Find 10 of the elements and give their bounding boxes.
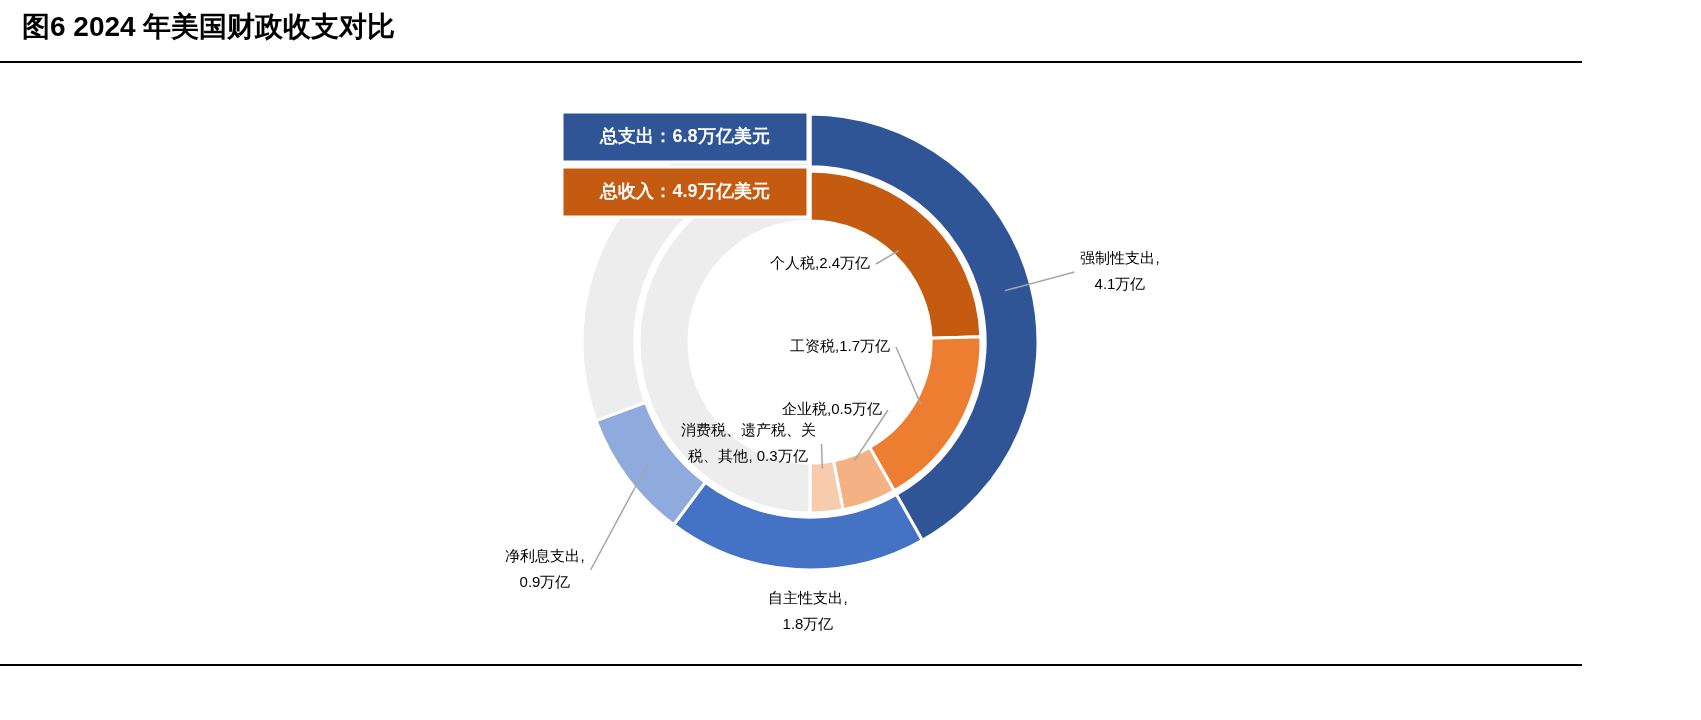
slice-label: 总支出：6.8万亿美元 bbox=[599, 125, 770, 146]
slice-label: 企业税,0.5万亿 bbox=[781, 400, 883, 418]
slice-label: 总收入：4.9万亿美元 bbox=[599, 180, 770, 201]
slice-label: 强制性支出,4.1万亿 bbox=[1080, 249, 1160, 293]
slice-label: 净利息支出,0.9万亿 bbox=[505, 547, 585, 591]
text: 图6 2024 年美国财政收支对比 bbox=[22, 10, 396, 44]
slice-label: 消费税、遗产税、关税、其他, 0.3万亿 bbox=[680, 421, 816, 465]
slice-label: 工资税,1.7万亿 bbox=[789, 337, 891, 355]
slice-label: 个人税,2.4万亿 bbox=[769, 254, 871, 272]
slice-label: 自主性支出,1.8万亿 bbox=[768, 589, 848, 633]
